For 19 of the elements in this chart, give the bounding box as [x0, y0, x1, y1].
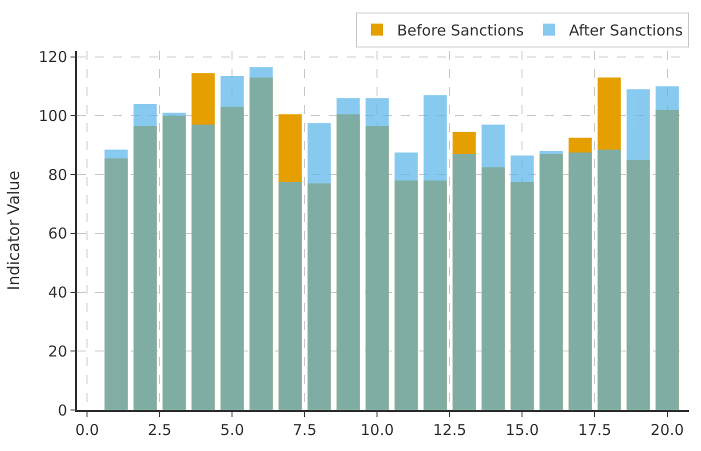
legend-label: Before Sanctions: [397, 22, 524, 40]
y-tick-label: 20: [48, 342, 68, 360]
x-tick-label: 10.0: [360, 420, 394, 439]
x-tick-label: 2.5: [148, 420, 172, 439]
y-tick-label: 120: [38, 48, 68, 66]
x-tick-label: 0.0: [75, 420, 100, 439]
legend-label: After Sanctions: [569, 22, 683, 40]
y-tick-label: 40: [48, 284, 68, 302]
x-tick-label: 20.0: [650, 420, 684, 439]
x-tick-label: 12.5: [433, 420, 466, 439]
x-tick-label: 7.5: [292, 420, 317, 439]
x-tick-label: 5.0: [220, 420, 244, 439]
y-axis-title: Indicator Value: [4, 170, 24, 290]
y-tick-label: 100: [38, 106, 68, 125]
y-tick-label: 60: [48, 224, 68, 243]
x-tick-label: 15.0: [506, 420, 539, 439]
y-tick-label: 80: [48, 166, 68, 184]
y-tick-label: 0: [58, 401, 68, 420]
x-tick-label: 17.5: [578, 420, 612, 439]
